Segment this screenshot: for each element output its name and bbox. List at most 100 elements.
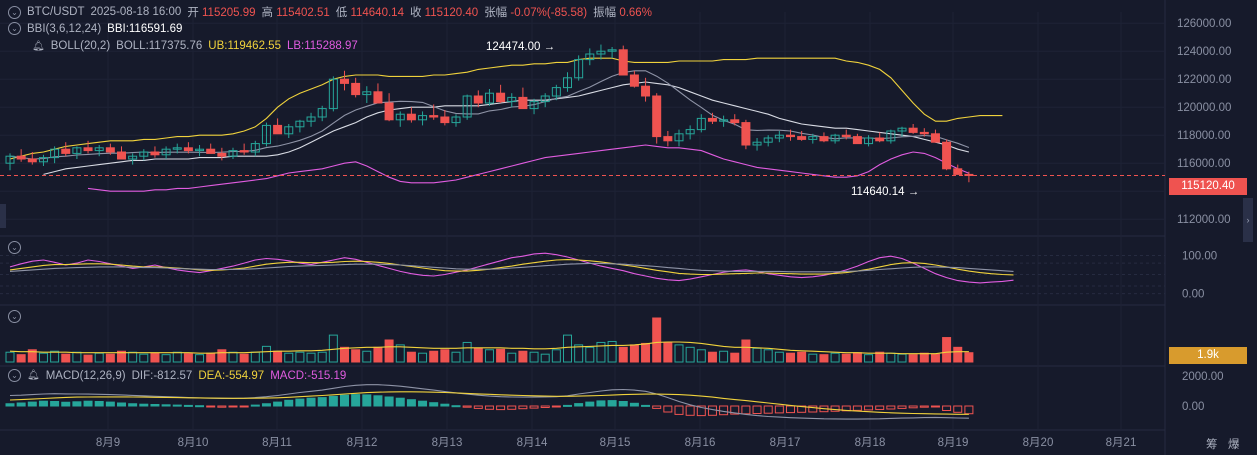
bell-icon[interactable]: 🔔︎ <box>32 40 45 52</box>
macd-hist-bar <box>206 405 216 408</box>
boll-header: 🔔︎ BOLL(20,2) BOLL:117375.76 UB:119462.5… <box>32 40 358 52</box>
candle-body <box>897 127 907 132</box>
macd-hist-bar <box>752 405 762 414</box>
volume-bar <box>373 346 383 363</box>
macd-hist-bar <box>373 395 383 407</box>
volume-bar <box>819 354 829 363</box>
candle-body <box>395 113 405 121</box>
candle-body <box>919 131 929 135</box>
candle-body <box>741 122 751 146</box>
macd-dea-value: DEA:-554.97 <box>198 369 265 382</box>
macd-hist-bar <box>808 405 818 413</box>
candle-body <box>440 116 450 124</box>
candle-body <box>117 151 126 160</box>
macd-hist-bar <box>707 405 717 416</box>
macd-hist-bar <box>72 401 82 407</box>
candle-body <box>529 101 539 110</box>
macd-hist-bar <box>418 400 428 407</box>
chips-button[interactable]: 筹 <box>1206 439 1218 451</box>
candle-body <box>629 74 639 87</box>
volume-bar <box>239 353 249 363</box>
candle-body <box>16 155 26 160</box>
candle-body <box>462 95 472 118</box>
candle-body <box>83 147 93 152</box>
volume-bar <box>50 350 60 363</box>
volume-bar <box>295 351 305 363</box>
macd-hist-bar <box>919 405 929 408</box>
volume-bar <box>774 351 784 363</box>
volume-bar <box>685 346 695 363</box>
candle-body <box>886 130 896 142</box>
macd-hist-bar <box>117 402 126 407</box>
volume-bar <box>105 353 115 363</box>
volume-bar <box>808 353 818 363</box>
macd-hist-bar <box>128 403 138 407</box>
macd-hist-bar <box>105 401 115 407</box>
volume-bar <box>629 344 639 363</box>
volume-bar <box>38 352 48 363</box>
liquidation-button[interactable]: 爆 <box>1228 439 1240 451</box>
volume-bar <box>473 347 483 363</box>
boll-upper-line <box>9 57 1003 160</box>
candle-body <box>406 113 416 121</box>
oscillator-line-2 <box>9 262 1014 273</box>
date-tick-label: 8月12 <box>347 437 378 449</box>
candle-body <box>284 126 294 135</box>
macd-hist-bar <box>61 401 71 407</box>
low-label: 低 <box>335 7 348 19</box>
price-tick-label: 116000.00 <box>1177 158 1231 170</box>
candle-body <box>540 95 550 103</box>
date-tick-label: 8月9 <box>96 437 120 449</box>
candle-body <box>250 143 260 153</box>
candle-body <box>563 77 572 89</box>
oscillator-line-0 <box>9 252 1014 284</box>
collapse-handle[interactable] <box>0 204 6 228</box>
candle-body <box>953 168 963 175</box>
date-tick-label: 8月18 <box>855 437 886 449</box>
volume-bar <box>340 346 349 363</box>
volume-bar <box>117 350 126 363</box>
ohlc-header: ⌄ BTC/USDT 2025-08-18 16:00 开 115205.99 … <box>8 4 652 20</box>
date-tick-label: 8月19 <box>938 437 969 449</box>
candle-body <box>429 115 439 118</box>
price-tick-label: 122000.00 <box>1177 74 1231 86</box>
candle-body <box>362 91 372 96</box>
chevron-down-icon[interactable]: ⌄ <box>8 22 21 35</box>
date-tick-label: 8月10 <box>178 437 209 449</box>
macd-hist-bar <box>250 404 260 407</box>
candle-body <box>852 136 862 145</box>
macd-hist-bar <box>351 394 361 407</box>
change-value: -0.07%(-85.58) <box>510 7 588 19</box>
macd-hist-bar <box>875 405 885 410</box>
chevron-down-icon[interactable]: ⌄ <box>8 369 21 382</box>
volume-bar <box>27 349 37 363</box>
macd-name: MACD(12,26,9) <box>45 369 126 382</box>
candle-body <box>195 148 205 152</box>
macd-hist-bar <box>94 401 104 407</box>
macd-hist-bar <box>830 405 840 412</box>
chevron-down-icon[interactable]: ⌄ <box>8 5 21 19</box>
chevron-down-icon[interactable]: ⌄ <box>8 310 21 323</box>
candle-body <box>61 148 71 154</box>
chevron-down-icon[interactable]: ⌄ <box>8 241 21 254</box>
date-tick-label: 8月17 <box>770 437 801 449</box>
volume-bar <box>730 352 740 363</box>
expand-icon[interactable]: › <box>1243 198 1253 242</box>
candle-body <box>373 91 383 104</box>
bell-icon[interactable]: 🔔︎ <box>27 370 40 381</box>
candle-body <box>295 120 305 128</box>
macd-dea-line <box>9 391 969 415</box>
candle-body <box>484 92 494 104</box>
volume-bar <box>897 353 907 363</box>
candle-body <box>27 158 37 163</box>
macd-hist-bar <box>5 403 15 407</box>
macd-hist-bar <box>942 405 952 411</box>
candle-body <box>585 53 595 61</box>
macd-header: ⌄ 🔔︎ MACD(12,26,9) DIF:-812.57 DEA:-554.… <box>8 369 346 382</box>
date-tick-label: 8月15 <box>600 437 631 449</box>
macd-hist-bar <box>239 405 249 408</box>
volume-bar <box>496 348 506 363</box>
boll-mid-value: BOLL:117375.76 <box>116 40 203 52</box>
volume-bar <box>763 349 773 363</box>
